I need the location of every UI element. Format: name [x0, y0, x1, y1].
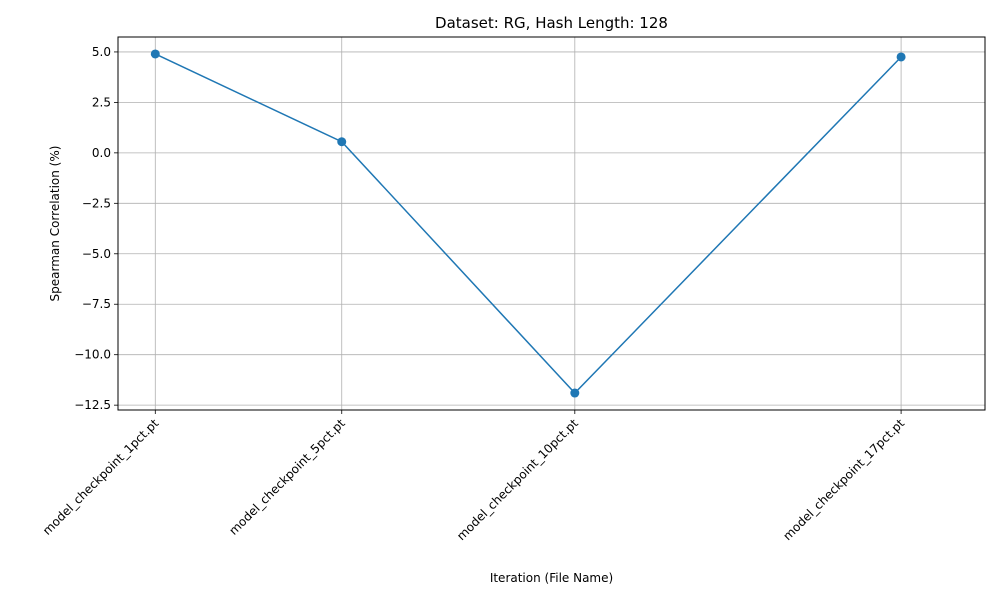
- x-axis-ticks: model_checkpoint_1pct.pt model_checkpoint…: [40, 410, 907, 543]
- grid-lines: [118, 37, 985, 410]
- data-point: [570, 388, 580, 398]
- x-axis-label: Iteration (File Name): [490, 571, 613, 585]
- y-tick-label: −7.5: [82, 297, 111, 311]
- y-tick-label: −10.0: [74, 348, 111, 362]
- series-line-layer: [154, 53, 902, 395]
- data-point: [896, 52, 906, 62]
- x-tick-label: model_checkpoint_10pct.pt: [454, 416, 581, 543]
- y-tick-label: −2.5: [82, 196, 111, 210]
- y-tick-label: 2.5: [92, 95, 111, 109]
- data-point: [150, 49, 160, 59]
- x-tick-label: model_checkpoint_5pct.pt: [226, 416, 348, 538]
- series-line: [154, 53, 902, 395]
- plot-area-frame: [117, 36, 986, 411]
- x-tick-label: model_checkpoint_17pct.pt: [780, 416, 907, 543]
- y-tick-label: −12.5: [74, 398, 111, 412]
- series-marker-layer: [150, 49, 906, 398]
- chart-title: Dataset: RG, Hash Length: 128: [435, 14, 668, 32]
- x-tick-label: model_checkpoint_1pct.pt: [40, 416, 162, 538]
- data-point: [337, 137, 347, 147]
- y-axis-label: Spearman Correlation (%): [48, 146, 62, 302]
- y-tick-label: 0.0: [92, 146, 111, 160]
- y-tick-label: −5.0: [82, 247, 111, 261]
- y-tick-label: 5.0: [92, 45, 111, 59]
- y-axis-ticks: 5.0 2.5 0.0 −2.5 −5.0 −7.5 −10.0 −12.5: [74, 45, 118, 412]
